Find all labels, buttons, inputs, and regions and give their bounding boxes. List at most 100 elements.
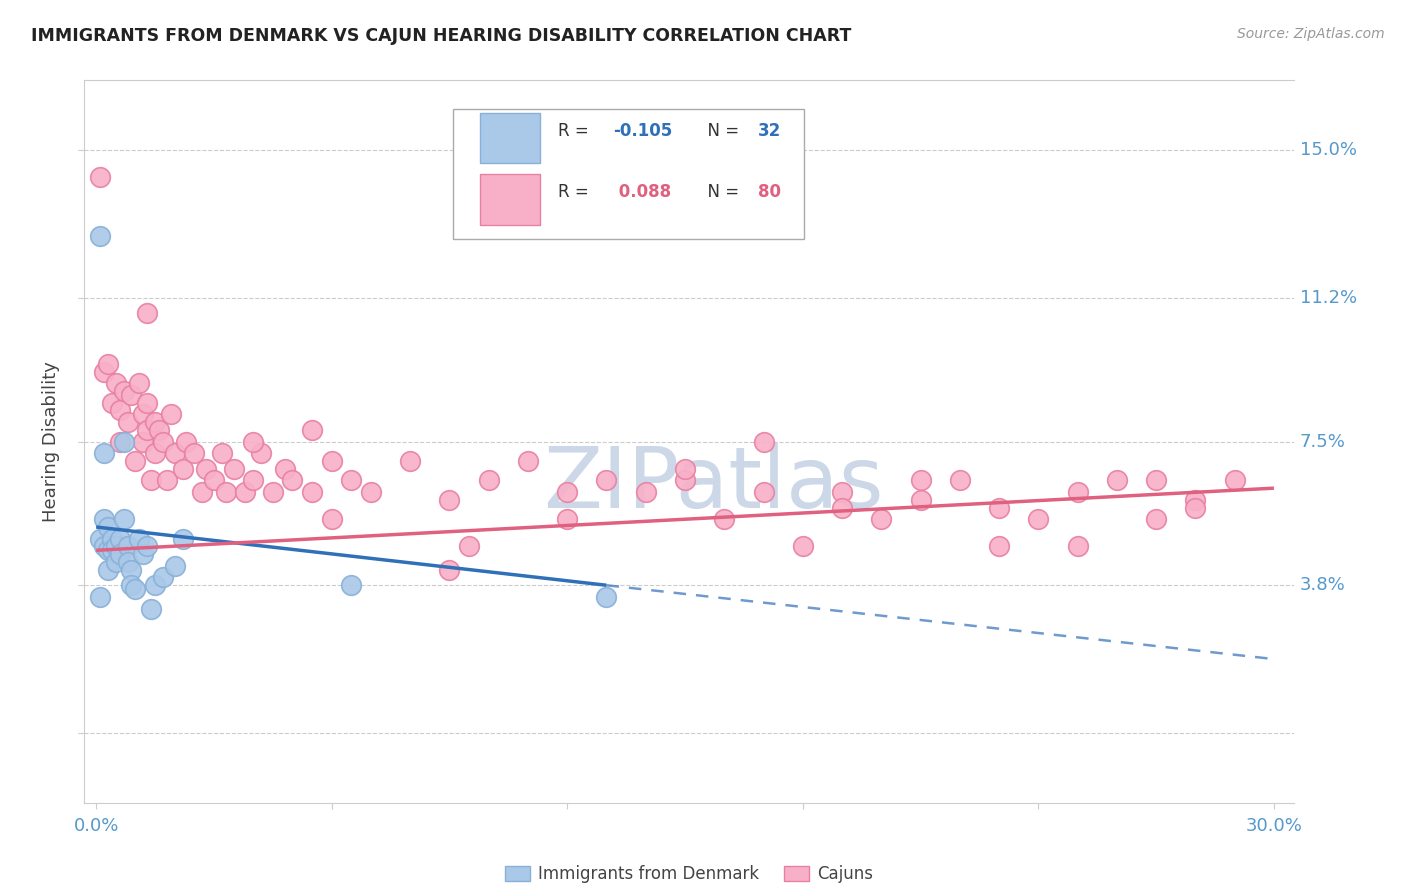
- Point: [148, 423, 170, 437]
- Point: [152, 434, 174, 449]
- Point: [108, 547, 131, 561]
- Point: [910, 492, 932, 507]
- Point: [752, 434, 775, 449]
- Point: [117, 540, 139, 554]
- Point: [439, 492, 461, 507]
- Point: [156, 474, 179, 488]
- Point: [128, 376, 150, 391]
- Point: [399, 454, 422, 468]
- Point: [713, 512, 735, 526]
- Point: [136, 423, 159, 437]
- Point: [128, 532, 150, 546]
- Point: [321, 512, 343, 526]
- Point: [97, 563, 120, 577]
- Point: [108, 532, 131, 546]
- Text: 0.088: 0.088: [613, 183, 671, 202]
- Point: [191, 485, 214, 500]
- Point: [93, 512, 115, 526]
- Point: [101, 532, 124, 546]
- Point: [949, 474, 972, 488]
- Text: N =: N =: [697, 183, 745, 202]
- Point: [673, 474, 696, 488]
- Point: [1105, 474, 1128, 488]
- Point: [870, 512, 893, 526]
- Point: [242, 434, 264, 449]
- FancyBboxPatch shape: [453, 109, 804, 239]
- Point: [1066, 540, 1088, 554]
- Point: [163, 446, 186, 460]
- Bar: [479, 112, 540, 163]
- Point: [124, 454, 146, 468]
- Point: [202, 474, 225, 488]
- Point: [136, 540, 159, 554]
- Point: [360, 485, 382, 500]
- Point: [478, 474, 501, 488]
- Point: [792, 540, 814, 554]
- Point: [242, 474, 264, 488]
- Point: [233, 485, 256, 500]
- Point: [97, 543, 120, 558]
- Point: [101, 395, 124, 409]
- Point: [132, 408, 155, 422]
- Text: -0.105: -0.105: [613, 122, 672, 140]
- Point: [176, 434, 198, 449]
- Point: [89, 532, 111, 546]
- Point: [439, 563, 461, 577]
- Point: [159, 408, 181, 422]
- Point: [163, 558, 186, 573]
- Text: R =: R =: [558, 122, 595, 140]
- Point: [136, 395, 159, 409]
- Point: [301, 423, 323, 437]
- Text: 7.5%: 7.5%: [1299, 433, 1346, 450]
- Point: [139, 474, 162, 488]
- Point: [97, 357, 120, 371]
- Text: 15.0%: 15.0%: [1299, 141, 1357, 159]
- Point: [1028, 512, 1050, 526]
- Point: [634, 485, 657, 500]
- Point: [988, 500, 1011, 515]
- Point: [104, 540, 127, 554]
- Point: [211, 446, 233, 460]
- Point: [1144, 474, 1167, 488]
- Point: [195, 461, 218, 475]
- Point: [555, 485, 578, 500]
- Point: [1066, 485, 1088, 500]
- Point: [152, 570, 174, 584]
- Point: [117, 415, 139, 429]
- Point: [89, 590, 111, 604]
- Point: [112, 384, 135, 398]
- Text: 11.2%: 11.2%: [1299, 289, 1357, 307]
- Point: [1144, 512, 1167, 526]
- Point: [112, 434, 135, 449]
- Point: [143, 578, 166, 592]
- Point: [104, 555, 127, 569]
- Point: [831, 500, 853, 515]
- Point: [673, 461, 696, 475]
- Point: [104, 376, 127, 391]
- Point: [132, 434, 155, 449]
- Text: Source: ZipAtlas.com: Source: ZipAtlas.com: [1237, 27, 1385, 41]
- Text: ZIPatlas: ZIPatlas: [543, 443, 883, 526]
- Point: [458, 540, 481, 554]
- Point: [595, 590, 617, 604]
- Point: [321, 454, 343, 468]
- Point: [281, 474, 304, 488]
- Text: 32: 32: [758, 122, 782, 140]
- Point: [340, 474, 363, 488]
- Point: [97, 520, 120, 534]
- Text: IMMIGRANTS FROM DENMARK VS CAJUN HEARING DISABILITY CORRELATION CHART: IMMIGRANTS FROM DENMARK VS CAJUN HEARING…: [31, 27, 851, 45]
- Point: [124, 582, 146, 596]
- Point: [112, 512, 135, 526]
- Point: [1184, 492, 1206, 507]
- Point: [121, 563, 143, 577]
- Text: R =: R =: [558, 183, 595, 202]
- Point: [517, 454, 540, 468]
- Point: [273, 461, 295, 475]
- Point: [301, 485, 323, 500]
- Point: [136, 306, 159, 320]
- Point: [93, 446, 115, 460]
- Point: [117, 555, 139, 569]
- Text: N =: N =: [697, 122, 745, 140]
- Point: [101, 543, 124, 558]
- Point: [172, 461, 194, 475]
